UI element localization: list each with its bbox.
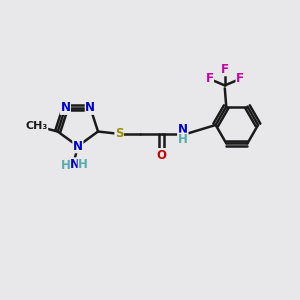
Text: H: H bbox=[61, 158, 70, 172]
Text: N: N bbox=[85, 101, 95, 114]
Text: N: N bbox=[73, 140, 83, 153]
Text: N: N bbox=[178, 123, 188, 136]
Text: S: S bbox=[115, 128, 124, 140]
Text: N: N bbox=[70, 158, 80, 171]
Text: H: H bbox=[178, 133, 188, 146]
Text: H: H bbox=[78, 158, 88, 171]
Text: N: N bbox=[60, 101, 70, 114]
Text: F: F bbox=[221, 63, 229, 76]
Text: CH₃: CH₃ bbox=[26, 121, 48, 131]
Text: F: F bbox=[206, 72, 214, 86]
Text: F: F bbox=[236, 72, 244, 86]
Text: O: O bbox=[157, 148, 166, 162]
